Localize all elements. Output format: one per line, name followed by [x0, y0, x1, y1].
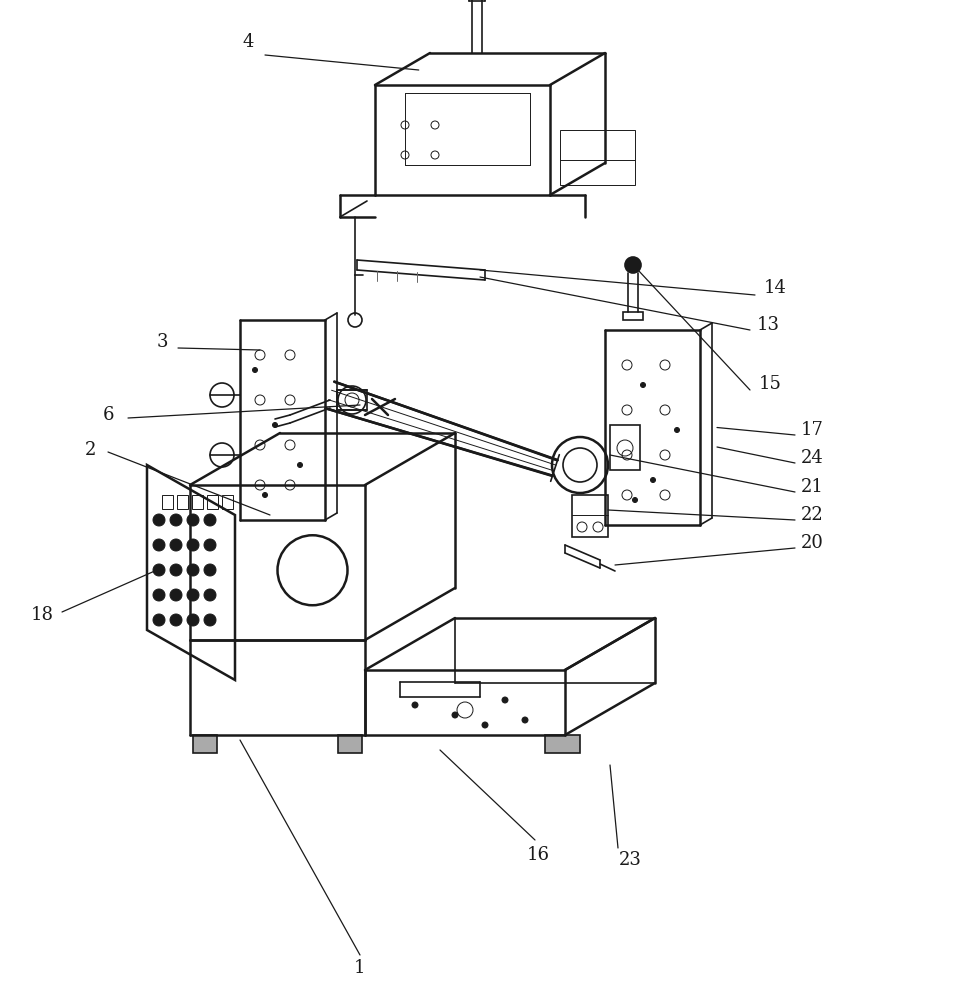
Circle shape: [204, 589, 216, 601]
Circle shape: [273, 422, 278, 428]
Circle shape: [187, 589, 199, 601]
Circle shape: [204, 564, 216, 576]
Circle shape: [153, 514, 165, 526]
Circle shape: [170, 539, 182, 551]
Circle shape: [412, 702, 418, 708]
Circle shape: [153, 589, 165, 601]
Text: 14: 14: [764, 279, 786, 297]
Text: 4: 4: [242, 33, 254, 51]
Text: 24: 24: [801, 449, 824, 467]
Bar: [162, 495, 173, 509]
Text: 20: 20: [801, 534, 824, 552]
Text: 6: 6: [102, 406, 113, 424]
Circle shape: [170, 514, 182, 526]
Circle shape: [625, 257, 641, 273]
Bar: [193, 735, 217, 753]
Circle shape: [482, 722, 488, 728]
Circle shape: [187, 614, 199, 626]
Bar: [572, 495, 608, 537]
Text: 3: 3: [157, 333, 168, 351]
Bar: [222, 495, 233, 509]
Text: 21: 21: [801, 478, 824, 496]
Circle shape: [675, 428, 679, 432]
Circle shape: [170, 589, 182, 601]
Text: 16: 16: [527, 846, 550, 864]
Circle shape: [153, 564, 165, 576]
Text: 18: 18: [31, 606, 54, 624]
Text: 17: 17: [801, 421, 824, 439]
Circle shape: [204, 614, 216, 626]
Circle shape: [640, 382, 646, 387]
Bar: [623, 312, 643, 320]
Circle shape: [153, 539, 165, 551]
Circle shape: [298, 462, 303, 468]
Circle shape: [153, 614, 165, 626]
Text: 13: 13: [756, 316, 779, 334]
Bar: [338, 735, 362, 753]
Circle shape: [522, 717, 528, 723]
Circle shape: [651, 478, 655, 483]
Bar: [192, 495, 203, 509]
Bar: [207, 495, 218, 509]
Circle shape: [253, 367, 258, 372]
Circle shape: [502, 697, 508, 703]
Circle shape: [632, 497, 637, 502]
Text: 22: 22: [801, 506, 824, 524]
Bar: [337, 390, 367, 410]
Circle shape: [187, 539, 199, 551]
Bar: [545, 735, 580, 753]
Circle shape: [187, 564, 199, 576]
Text: 23: 23: [619, 851, 641, 869]
Circle shape: [170, 564, 182, 576]
Circle shape: [170, 614, 182, 626]
Circle shape: [187, 514, 199, 526]
Circle shape: [262, 492, 267, 497]
Circle shape: [204, 514, 216, 526]
Circle shape: [204, 539, 216, 551]
Bar: [177, 495, 188, 509]
Text: 2: 2: [85, 441, 96, 459]
Bar: [560, 130, 635, 185]
Bar: [610, 425, 640, 470]
Circle shape: [452, 712, 458, 718]
Text: 1: 1: [355, 959, 366, 977]
Text: 15: 15: [758, 375, 781, 393]
